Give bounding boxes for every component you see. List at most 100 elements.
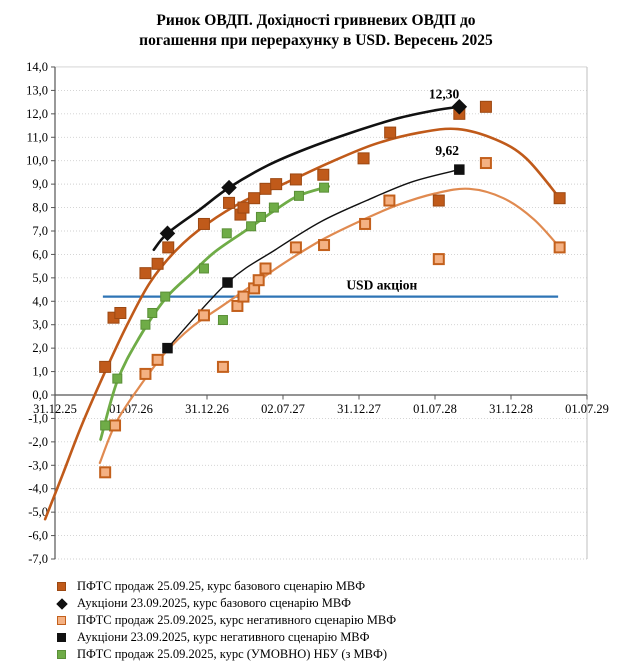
data-point-pfts-base [151, 257, 164, 270]
data-point-pfts-base [270, 178, 283, 191]
x-tick-label: 01.07.29 [565, 402, 609, 416]
legend-item-pfts-nbu: ПФТС продаж 25.09.2025, курс (УМОВНО) НБ… [57, 647, 396, 662]
legend-label: Аукціони 23.09.2025, курс базового сцена… [77, 596, 352, 611]
legend-label: ПФТС продаж 25.09.2025, курс негативного… [77, 613, 397, 628]
y-tick-label: -5,0 [28, 505, 48, 519]
legend-marker-diamond-icon [56, 598, 68, 610]
series-auction-base-markers [159, 99, 468, 242]
y-tick-label: 14,0 [26, 60, 48, 74]
data-point-pfts-base [114, 306, 127, 319]
data-point-pfts-nbu [319, 182, 330, 193]
data-point-pfts-base [197, 217, 210, 230]
legend-label: Аукціони 23.09.2025, курс негативного сц… [77, 630, 370, 645]
legend-marker-square-icon [57, 616, 66, 626]
y-tick-label: -4,0 [28, 482, 48, 496]
chart-title-line2: погашення при перерахунку в USD. Вересен… [139, 32, 493, 49]
legend-marker-square-icon [57, 582, 66, 592]
data-point-pfts-neg [231, 299, 244, 312]
data-point-pfts-neg [479, 157, 492, 170]
y-tick-label: 13,0 [26, 83, 48, 97]
data-point-auction-base [451, 99, 468, 115]
series-auction-base-trend [152, 105, 461, 252]
data-point-pfts-base [317, 168, 330, 181]
data-point-pfts-base [384, 126, 397, 139]
x-tick-label: 01.07.28 [413, 402, 457, 416]
y-axis: 14,0 13,0 12,0 11,0 10,0 9,0 8,0 7,0 6,0 5,0 4,0 3,… [26, 60, 56, 566]
data-point-pfts-neg [318, 239, 331, 252]
y-tick-label: 10,0 [26, 154, 48, 168]
data-point-pfts-nbu [147, 307, 158, 318]
data-point-auction-neg [454, 164, 465, 175]
data-point-pfts-base [259, 182, 272, 195]
y-tick-label: -1,0 [28, 411, 48, 425]
legend-item-pfts-neg: ПФТС продаж 25.09.2025, курс негативного… [57, 613, 397, 628]
data-point-pfts-neg [99, 466, 112, 479]
y-tick-label: 12,0 [26, 107, 48, 121]
x-tick-label: 31.12.26 [185, 402, 229, 416]
data-point-pfts-neg [383, 194, 396, 207]
data-point-pfts-neg [216, 360, 229, 373]
series-pfts-nbu-trend [99, 185, 330, 441]
data-point-pfts-neg [139, 367, 152, 380]
y-tick-label: -7,0 [28, 552, 48, 566]
legend: ПФТС продаж 25.09.25, курс базового сцен… [56, 579, 397, 662]
annotations: 12,30 9,62 [429, 87, 460, 158]
legend-marker-square-icon [57, 650, 66, 660]
data-point-pfts-nbu [268, 202, 279, 213]
data-point-pfts-nbu [217, 315, 228, 326]
x-axis: 31.12.25 01.07.26 31.12.26 02.07.27 31.12.27… [33, 394, 609, 416]
chart-title-line1: Ринок ОВДП. Дохідності гривневих ОВДП до [156, 12, 476, 29]
data-label: 12,30 [429, 87, 460, 102]
data-point-auction-base [221, 179, 237, 196]
x-tick-label: 02.07.27 [261, 402, 305, 416]
legend-label: ПФТС продаж 25.09.2025, курс (УМОВНО) НБ… [77, 647, 388, 662]
data-point-pfts-base [248, 192, 261, 205]
data-point-pfts-neg [151, 353, 164, 366]
data-point-pfts-neg [553, 241, 566, 254]
legend-label: ПФТС продаж 25.09.25, курс базового сцен… [77, 579, 366, 594]
data-point-pfts-base [357, 152, 370, 165]
y-tick-label: 9,0 [32, 177, 48, 191]
data-point-pfts-base [99, 360, 112, 373]
x-tick-label: 31.12.27 [337, 402, 381, 416]
y-tick-label: 5,0 [32, 271, 48, 285]
y-tick-label: 4,0 [32, 294, 48, 308]
data-point-pfts-base [479, 100, 492, 113]
series-auction-neg-markers [162, 164, 465, 354]
data-point-pfts-nbu [221, 228, 232, 239]
series-pfts-neg-markers [99, 157, 566, 479]
data-point-pfts-neg [359, 217, 372, 230]
y-tick-label: 2,0 [32, 341, 48, 355]
data-point-pfts-nbu [160, 291, 171, 302]
x-tick-label: 31.12.28 [489, 402, 533, 416]
y-tick-label: 0,0 [32, 388, 48, 402]
y-tick-label: 3,0 [32, 318, 48, 332]
data-point-pfts-nbu [140, 319, 151, 330]
data-point-pfts-neg [432, 253, 445, 266]
chart-title: Ринок ОВДП. Дохідності гривневих ОВДП до… [0, 11, 632, 51]
data-point-pfts-neg [237, 290, 250, 303]
x-tick-label: 31.12.25 [33, 402, 77, 416]
legend-item-pfts-base: ПФТС продаж 25.09.25, курс базового сцен… [57, 579, 396, 594]
y-tick-label: -6,0 [28, 529, 48, 543]
data-label: 9,62 [435, 143, 459, 158]
series-pfts-base-markers [99, 100, 566, 373]
data-point-pfts-nbu [246, 221, 257, 232]
x-tick-label: 01.07.26 [109, 402, 153, 416]
series-pfts-nbu-markers [100, 182, 330, 431]
series-auction-neg-trend [166, 168, 461, 349]
data-point-pfts-base [162, 241, 175, 254]
y-tick-label: 7,0 [32, 224, 48, 238]
data-point-pfts-base [289, 173, 302, 186]
data-point-pfts-base [553, 192, 566, 205]
y-tick-label: 6,0 [32, 247, 48, 261]
legend-item-auction-base: Аукціони 23.09.2025, курс базового сцена… [56, 596, 396, 611]
legend-marker-square-icon [57, 633, 66, 643]
data-point-pfts-nbu [198, 263, 209, 274]
data-point-pfts-base [139, 267, 152, 280]
data-point-pfts-nbu [112, 373, 123, 384]
gridlines [55, 66, 588, 560]
data-point-pfts-neg [259, 262, 272, 275]
